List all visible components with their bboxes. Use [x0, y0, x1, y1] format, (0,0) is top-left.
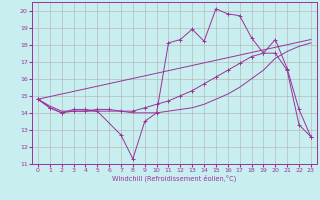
X-axis label: Windchill (Refroidissement éolien,°C): Windchill (Refroidissement éolien,°C) [112, 175, 236, 182]
